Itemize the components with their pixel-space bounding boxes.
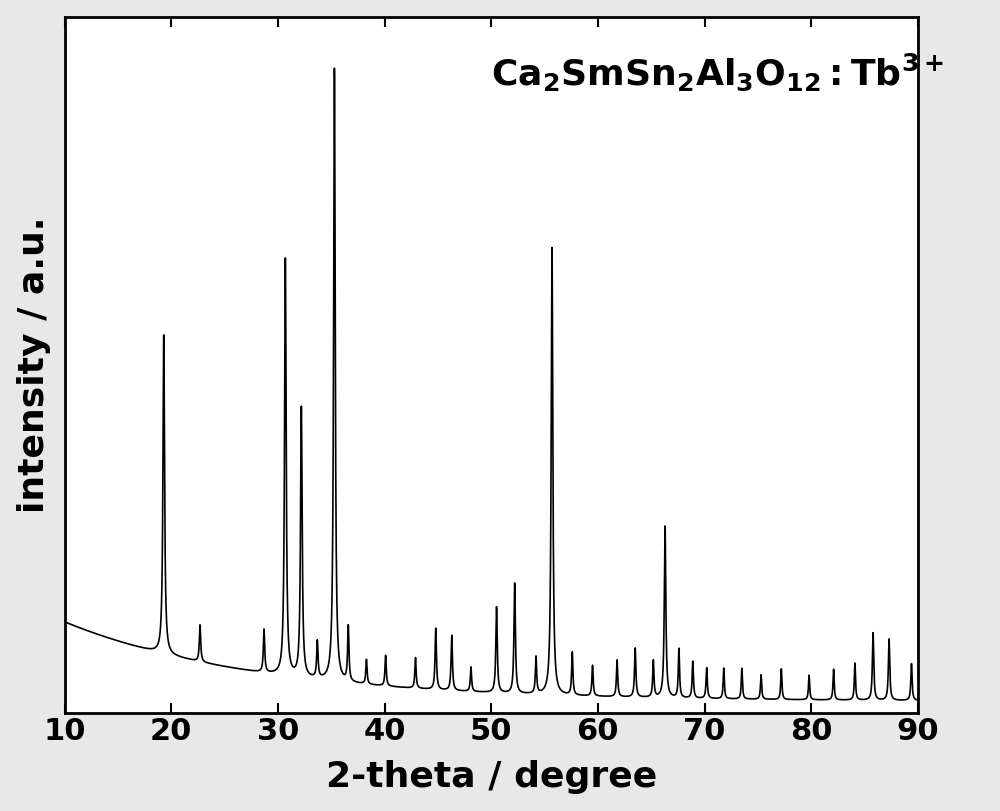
Y-axis label: intensity / a.u.: intensity / a.u. <box>17 217 51 513</box>
X-axis label: 2-theta / degree: 2-theta / degree <box>326 761 657 794</box>
Text: $\bf{Ca_2SmSn_2Al_3O_{12}}$$\bf{:Tb^{3+}}$: $\bf{Ca_2SmSn_2Al_3O_{12}}$$\bf{:Tb^{3+}… <box>491 51 944 93</box>
